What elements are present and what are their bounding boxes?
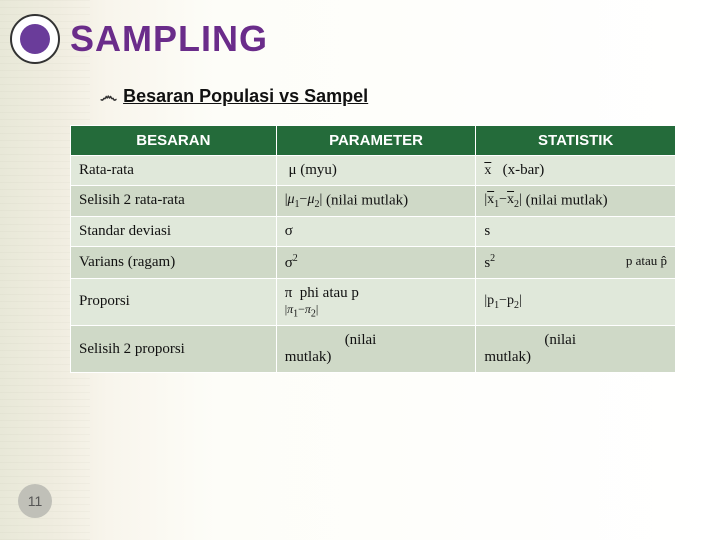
table-row: Rata-rata μ (myu) x (x-bar) [71,156,676,186]
cell-parameter: μ1−μ2 (nilai mutlak) [276,186,476,217]
cell-besaran: Standar deviasi [71,216,277,246]
cell-besaran: Proporsi [71,278,277,325]
cell-parameter: (nilaimutlak) [276,326,476,373]
subtitle: ෴ Besaran Populasi vs Sampel [100,86,676,107]
slide-header: SAMPLING [10,14,676,64]
bullet-icon: ෴ [100,86,117,107]
cell-besaran: Selisih 2 proporsi [71,326,277,373]
cell-statistik: s2 p atau p̂ [476,246,676,278]
table-row: Standar deviasi σ s [71,216,676,246]
slide-title: SAMPLING [70,18,268,60]
page-number: 11 [18,484,52,518]
cell-statistik: p1−p2 [476,278,676,325]
subtitle-text: Besaran Populasi vs Sampel [123,86,368,107]
cell-parameter: μ (myu) [276,156,476,186]
cell-besaran: Rata-rata [71,156,277,186]
table-row: Proporsi π phi atau p π1−π2 p1−p2 [71,278,676,325]
header-parameter: PARAMETER [276,126,476,156]
cell-statistik: s [476,216,676,246]
cell-parameter: σ [276,216,476,246]
cell-parameter: σ2 [276,246,476,278]
cell-statistik: x1−x2 (nilai mutlak) [476,186,676,217]
cell-statistik: x (x-bar) [476,156,676,186]
table-row: Varians (ragam) σ2 s2 p atau p̂ [71,246,676,278]
cell-besaran: Selisih 2 rata-rata [71,186,277,217]
header-statistik: STATISTIK [476,126,676,156]
comparison-table: BESARAN PARAMETER STATISTIK Rata-rata μ … [70,125,676,373]
cell-statistik: (nilaimutlak) [476,326,676,373]
table-row: Selisih 2 rata-rata μ1−μ2 (nilai mutlak)… [71,186,676,217]
header-besaran: BESARAN [71,126,277,156]
university-logo [10,14,60,64]
cell-parameter: π phi atau p π1−π2 [276,278,476,325]
cell-besaran: Varians (ragam) [71,246,277,278]
table-row: Selisih 2 proporsi (nilaimutlak) (nilaim… [71,326,676,373]
